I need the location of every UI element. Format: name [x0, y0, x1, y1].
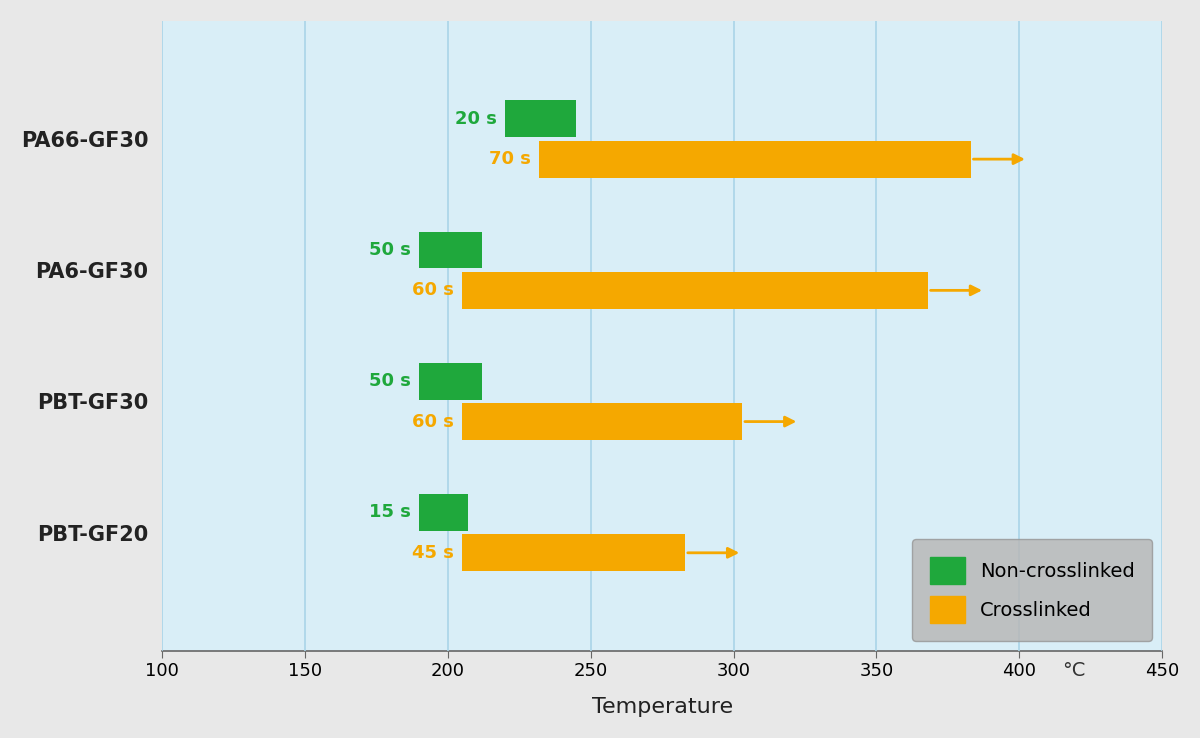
Bar	[462, 403, 742, 440]
Text: 70 s: 70 s	[488, 150, 530, 168]
Bar	[505, 100, 576, 137]
Text: 20 s: 20 s	[455, 110, 497, 128]
Text: 15 s: 15 s	[368, 503, 410, 521]
Bar	[462, 534, 685, 571]
Text: 60 s: 60 s	[412, 413, 454, 430]
Text: 60 s: 60 s	[412, 281, 454, 300]
Bar	[419, 363, 482, 399]
Text: 45 s: 45 s	[412, 544, 454, 562]
Bar	[539, 141, 971, 178]
Legend: Non-crosslinked, Crosslinked: Non-crosslinked, Crosslinked	[912, 539, 1152, 641]
Bar	[419, 232, 482, 269]
X-axis label: Temperature: Temperature	[592, 697, 733, 717]
Text: 50 s: 50 s	[368, 241, 410, 259]
Text: 50 s: 50 s	[368, 372, 410, 390]
Bar	[462, 272, 928, 308]
Text: °C: °C	[1062, 661, 1086, 680]
Bar	[419, 494, 468, 531]
